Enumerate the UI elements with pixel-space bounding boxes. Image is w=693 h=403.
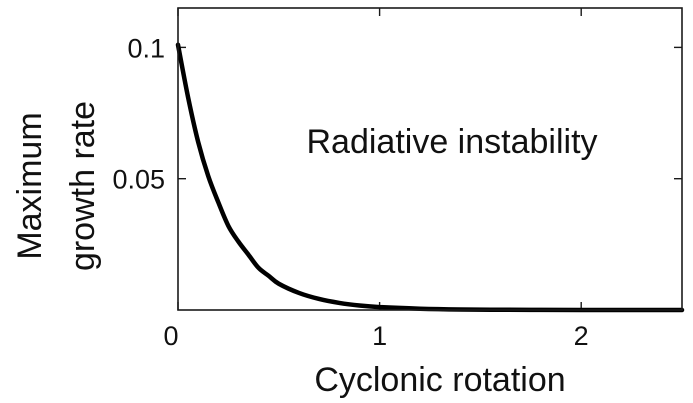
x-tick-label: 1 <box>372 321 387 351</box>
plot-frame <box>177 7 683 311</box>
y-tick-label: 0.1 <box>127 33 165 63</box>
x-tick-label: 0 <box>163 321 178 351</box>
x-axis-label: Cyclonic rotation <box>314 361 565 399</box>
y-axis-label: Maximum growth rate <box>11 101 102 271</box>
y-axis-label-line-2: growth rate <box>64 101 102 271</box>
y-axis-label-line-1: Maximum <box>11 112 49 259</box>
y-tick-label: 0.05 <box>112 165 165 195</box>
chart-annotation: Radiative instability <box>306 123 597 161</box>
x-tick-label: 2 <box>574 321 589 351</box>
tick-labels: 0 1 2 0.05 0.1 <box>112 33 588 351</box>
